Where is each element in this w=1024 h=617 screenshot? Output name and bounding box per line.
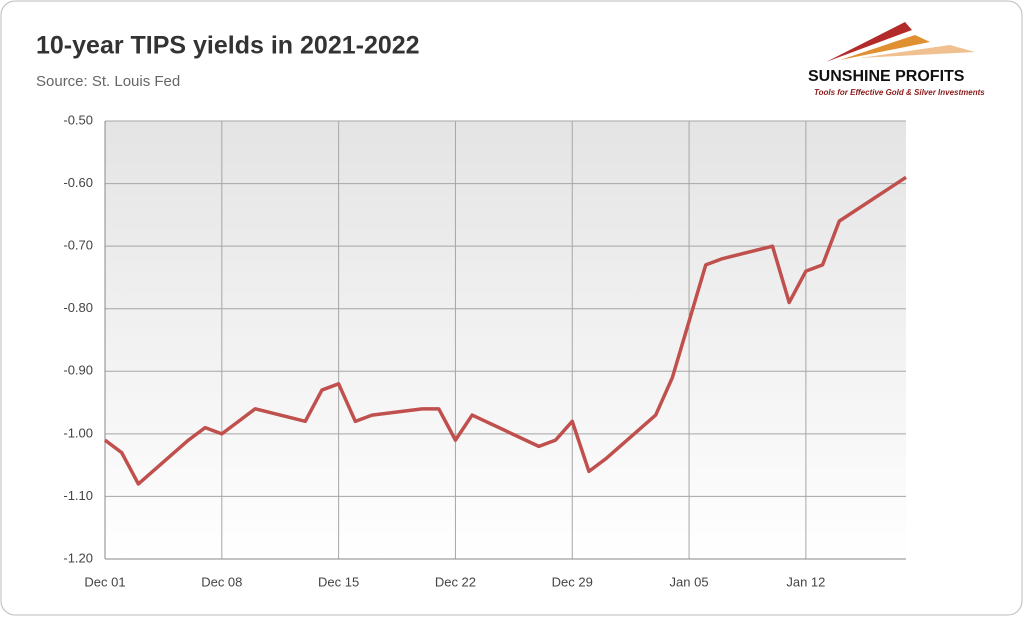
x-tick-label: Dec 08	[201, 574, 242, 589]
y-tick-label: -1.00	[63, 425, 93, 440]
y-tick-label: -0.50	[63, 112, 93, 127]
chart-subtitle: Source: St. Louis Fed	[36, 73, 180, 90]
data-line	[103, 175, 907, 486]
chart-title: 10-year TIPS yields in 2021-2022	[36, 32, 420, 60]
logo-ray	[840, 35, 930, 60]
y-tick-label: -1.20	[63, 550, 93, 565]
x-tick-label: Jan 05	[670, 574, 709, 589]
y-tick-label: -0.60	[63, 175, 93, 190]
y-tick-label: -0.80	[63, 300, 93, 315]
x-tick-label: Dec 29	[552, 574, 593, 589]
x-tick-label: Dec 15	[318, 574, 359, 589]
x-tick-label: Dec 22	[435, 574, 476, 589]
x-tick-label: Jan 12	[786, 574, 825, 589]
logo-name: SUNSHINE PROFITS	[808, 68, 965, 85]
y-tick-label: -1.10	[63, 488, 93, 503]
x-tick-label: Dec 01	[84, 574, 125, 589]
plot-area	[105, 121, 906, 559]
logo-ray	[860, 45, 975, 58]
logo-tagline: Tools for Effective Gold & Silver Invest…	[814, 88, 985, 97]
y-tick-label: -0.70	[63, 238, 93, 253]
y-tick-label: -0.90	[63, 363, 93, 378]
logo-ray	[826, 22, 912, 62]
logo: SUNSHINE PROFITS Tools for Effective Gol…	[808, 22, 985, 97]
